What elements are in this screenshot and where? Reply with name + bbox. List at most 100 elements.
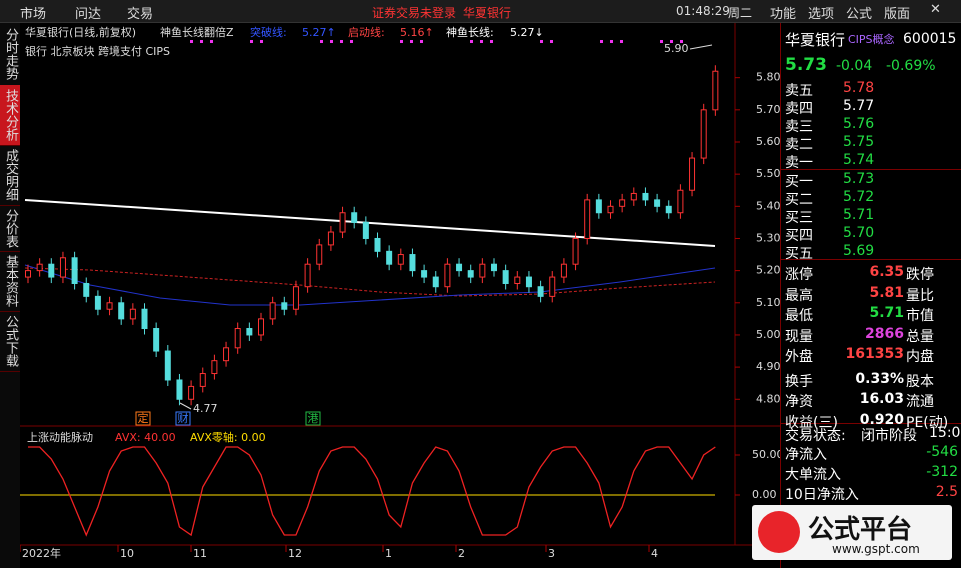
menu-item[interactable]: 市场 (20, 7, 47, 22)
book-price: 5.78 (843, 80, 875, 96)
menu-item[interactable]: 选项 (808, 7, 835, 22)
menu-item[interactable]: 交易 (127, 7, 154, 22)
book-price: 5.70 (843, 225, 875, 241)
stat-value: 5.71 (869, 305, 904, 321)
candle (677, 189, 684, 214)
signal-dot (210, 40, 213, 43)
stat-next: PE(动) (906, 414, 949, 431)
event-marker (135, 411, 151, 426)
divider (781, 423, 961, 424)
book-price: 5.77 (843, 98, 875, 114)
divider (781, 259, 961, 260)
side-tab[interactable]: 基本资料 (0, 251, 20, 312)
candle (316, 244, 323, 265)
book-price: 5.76 (843, 116, 875, 132)
candle (199, 373, 206, 387)
candle (269, 302, 276, 320)
menu-bar: 市场 问达 交易 证券交易未登录 华夏银行 01:48:29 周二 功能 选项 … (0, 0, 961, 23)
side-tab[interactable]: 公式下载 (0, 311, 20, 372)
y-tick-label: 5.40 (756, 199, 780, 212)
candle (479, 263, 486, 278)
signal-dot (540, 40, 543, 43)
signal-dots (190, 40, 683, 43)
stat-next: 市值 (906, 308, 934, 324)
event-marker (305, 411, 321, 426)
y-tick-label: 5.70 (756, 103, 780, 116)
candle (153, 328, 160, 352)
signal-dot (200, 40, 203, 43)
x-tick-label: 2022年 (22, 546, 61, 560)
close-button[interactable]: ✕ (930, 2, 941, 17)
divider (781, 169, 961, 170)
side-tab[interactable]: 分时走势 (0, 23, 20, 86)
candle (374, 237, 381, 252)
stat-value: 2866 (865, 325, 904, 342)
y-tick-label: 5.50 (756, 167, 780, 180)
candle (409, 254, 416, 272)
line-label: 突破线: (250, 25, 287, 39)
candle (700, 109, 707, 159)
book-label: 买二 (785, 192, 813, 208)
book-label: 买三 (785, 210, 813, 226)
y-tick-label: 5.80 (756, 71, 780, 84)
y-tick-label: 4.80 (756, 392, 780, 405)
quote-name: 华夏银行 (785, 31, 846, 49)
candle (525, 276, 532, 288)
book-price: 5.72 (843, 189, 875, 205)
signal-dot (400, 40, 403, 43)
x-tick-label: 2 (458, 547, 465, 560)
candle (188, 385, 195, 400)
y-tick-label: 4.90 (756, 360, 780, 373)
x-tick-label: 10 (120, 547, 134, 560)
quote-change: -0.04 (836, 58, 873, 74)
candle (397, 254, 404, 265)
book-label: 卖三 (785, 119, 813, 135)
login-notice[interactable]: 证券交易未登录 (372, 6, 457, 20)
menu-item[interactable]: 功能 (770, 7, 797, 22)
side-tab[interactable]: 分价表 (0, 205, 20, 252)
side-tab[interactable]: 成交明细 (0, 145, 20, 206)
candle (514, 276, 521, 284)
signal-dot (610, 40, 613, 43)
stat-label: 换手 (785, 373, 813, 390)
stat-value: 161353 (845, 346, 904, 362)
book-label: 卖五 (785, 83, 813, 99)
logo-icon (758, 511, 800, 553)
line-value: 5.27↓ (510, 26, 544, 39)
candle (327, 231, 334, 246)
signal-dot (670, 40, 673, 43)
candle (48, 263, 55, 278)
y-tick-label: 0.00 (752, 488, 777, 501)
stat-next: 量比 (906, 287, 934, 304)
book-label: 卖二 (785, 137, 813, 153)
y-tick-label: 50.00 (752, 448, 780, 461)
osc-avx: AVX: 40.00 (115, 431, 176, 444)
signal-dot (320, 40, 323, 43)
high-label: 5.90 (664, 42, 689, 55)
menu-item[interactable]: 公式 (846, 7, 873, 22)
book-price: 5.74 (843, 152, 875, 168)
candle (83, 282, 90, 297)
event-marker-text: 定 (138, 411, 149, 425)
y-tick-label: 5.20 (756, 264, 780, 277)
stat-value: 6.35 (869, 264, 904, 280)
candle (502, 270, 509, 284)
flow-value: 2.5 (935, 484, 958, 500)
signal-dot (470, 40, 473, 43)
stat-next: 股本 (906, 373, 934, 390)
line-value: 5.16↑ (400, 26, 434, 39)
side-tab[interactable]: 技术分析 (0, 85, 20, 146)
book-label: 卖一 (785, 155, 813, 171)
candle (164, 350, 171, 381)
book-price: 5.73 (843, 171, 875, 187)
book-price: 5.69 (843, 243, 875, 259)
candle (630, 192, 637, 201)
candle (141, 308, 148, 330)
menu-item[interactable]: 问达 (75, 7, 102, 22)
candle (223, 347, 230, 362)
stat-next: 内盘 (906, 349, 934, 365)
menu-item[interactable]: 版面 (884, 7, 911, 22)
x-tick-label: 12 (288, 547, 302, 560)
candle (211, 360, 218, 375)
